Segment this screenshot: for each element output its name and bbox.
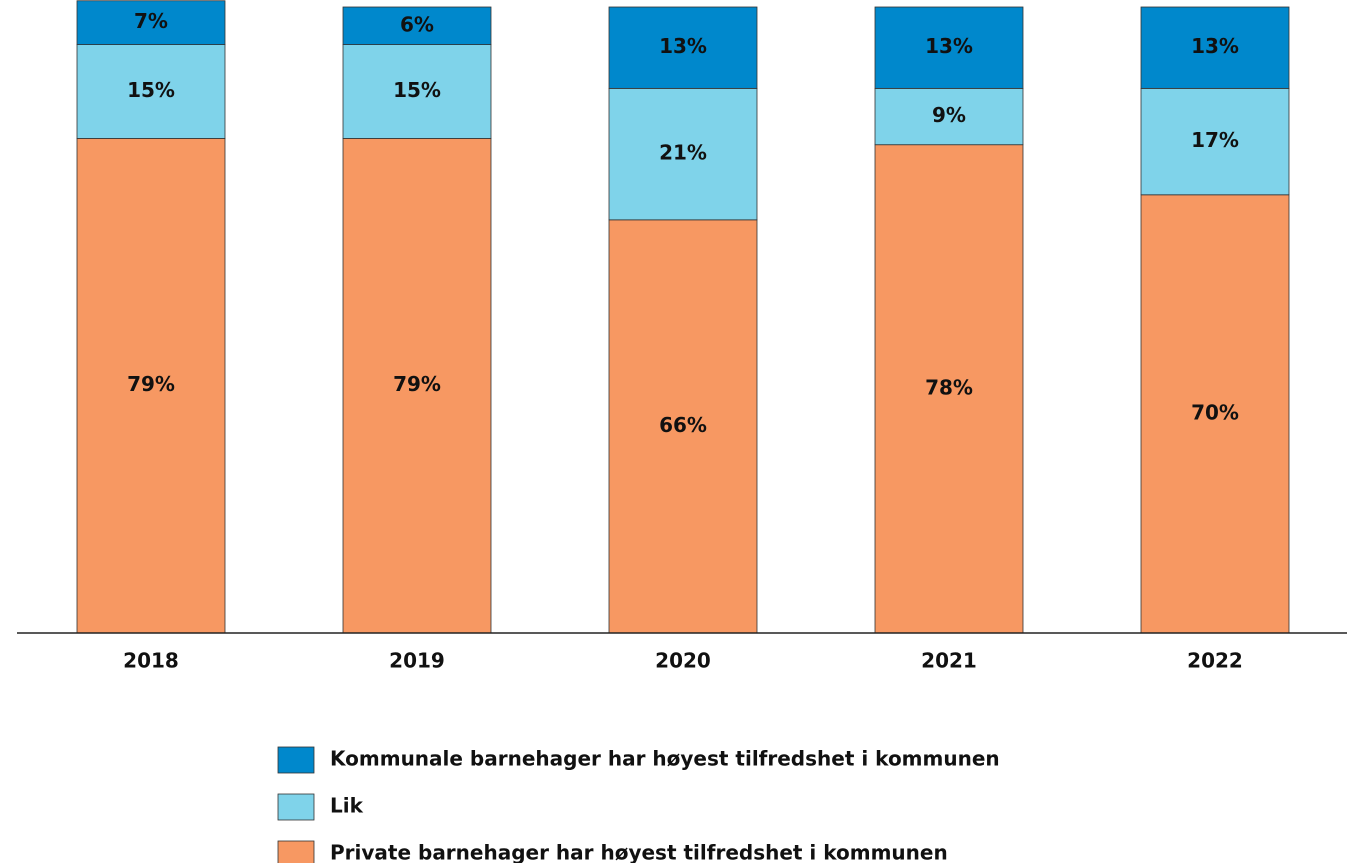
bar-segment (608, 219, 758, 634)
value-label: 66% (659, 413, 707, 437)
value-label: 79% (127, 372, 175, 396)
legend-swatch (277, 746, 315, 774)
bar-segment (874, 144, 1024, 634)
value-label: 13% (1191, 34, 1239, 58)
x-tick-label: 2022 (1187, 649, 1243, 673)
value-label: 15% (393, 78, 441, 102)
value-label: 21% (659, 141, 707, 165)
bar-segment (608, 6, 758, 89)
value-label: 15% (127, 78, 175, 102)
legend-label: Private barnehager har høyest tilfredshe… (330, 841, 948, 863)
legend-swatch (277, 793, 315, 821)
legend-label: Lik (330, 794, 364, 818)
bar-segment (76, 44, 226, 139)
bar-segment (342, 6, 492, 45)
bar-segment (874, 6, 1024, 89)
bar-segment (1140, 194, 1290, 634)
value-label: 9% (932, 103, 966, 127)
value-label: 78% (925, 375, 973, 399)
value-label: 79% (393, 372, 441, 396)
bar-segment (1140, 6, 1290, 89)
bar-segment (76, 0, 226, 45)
value-label: 7% (134, 9, 168, 33)
value-label: 70% (1191, 400, 1239, 424)
legend-label: Kommunale barnehager har høyest tilfreds… (330, 747, 1000, 771)
legend-swatch (277, 840, 315, 863)
bar-segment (342, 44, 492, 139)
value-label: 13% (925, 34, 973, 58)
bar-segment (874, 87, 1024, 146)
value-label: 6% (400, 12, 434, 36)
bar-segment (342, 138, 492, 634)
x-tick-label: 2019 (389, 649, 445, 673)
x-tick-label: 2018 (123, 649, 179, 673)
bar-segment (608, 87, 758, 221)
value-label: 13% (659, 34, 707, 58)
x-tick-label: 2021 (921, 649, 977, 673)
x-tick-label: 2020 (655, 649, 711, 673)
bar-segment (76, 138, 226, 634)
value-label: 17% (1191, 128, 1239, 152)
